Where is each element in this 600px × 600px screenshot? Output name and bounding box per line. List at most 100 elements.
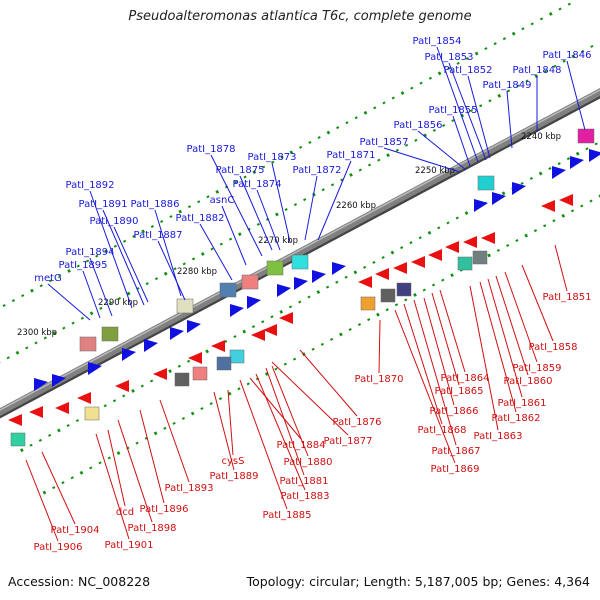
tick-mark — [70, 476, 74, 480]
tick-mark — [149, 379, 154, 383]
reverse-gene-label: PatI_1876 — [332, 417, 381, 428]
tick-mark — [280, 155, 284, 159]
forward-gene-box — [79, 336, 97, 352]
forward-gene-box — [477, 175, 495, 191]
tick-mark — [570, 209, 575, 213]
reverse-label-leader — [41, 451, 76, 525]
reverse-label-leader — [25, 459, 59, 542]
reverse-label-leader — [487, 278, 523, 398]
tick-mark — [299, 145, 303, 149]
tick-mark — [363, 265, 367, 269]
tick-mark — [168, 369, 172, 374]
tick-mark — [506, 244, 510, 247]
tick-mark — [349, 172, 353, 177]
tick-mark — [432, 128, 437, 132]
reverse-gene-label: PatI_1893 — [164, 483, 213, 494]
reverse-label-leader — [299, 349, 358, 417]
tick-mark — [515, 239, 519, 243]
reverse-gene-box — [472, 250, 488, 265]
forward-gene-label: PatI_1874 — [232, 179, 281, 190]
forward-gene-arrow — [34, 378, 48, 391]
tick-mark — [321, 188, 325, 192]
tick-mark — [274, 367, 278, 371]
reverse-gene-label: PatI_1860 — [503, 376, 552, 387]
tick-mark — [215, 189, 220, 194]
reverse-gene-label: PatI_1901 — [104, 540, 153, 551]
forward-gene-box — [577, 128, 595, 144]
tick-mark — [11, 299, 16, 303]
tick-mark — [209, 402, 213, 406]
tick-mark — [29, 443, 33, 447]
tick-mark — [330, 337, 334, 341]
tick-mark — [589, 199, 593, 203]
forward-gene-label: PatI_1855 — [428, 105, 477, 116]
reverse-gene-label: PatI_1881 — [279, 476, 328, 487]
reverse-gene-label: PatI_1865 — [434, 386, 483, 397]
forward-gene-arrow — [170, 327, 184, 340]
tick-mark — [543, 69, 548, 73]
reverse-label-leader — [107, 429, 126, 507]
tick-mark — [234, 180, 238, 184]
tick-mark — [345, 121, 349, 125]
reverse-gene-arrow — [55, 402, 69, 414]
reverse-gene-label: PatI_1863 — [473, 431, 522, 442]
reverse-gene-arrow — [77, 392, 91, 404]
forward-gene-arrow — [332, 262, 346, 275]
tick-mark — [52, 331, 57, 335]
tick-mark — [103, 404, 107, 408]
tick-mark — [288, 305, 293, 309]
tick-mark — [256, 222, 260, 226]
reverse-gene-arrow — [393, 262, 407, 274]
reverse-label-leader — [139, 409, 165, 504]
tick-mark — [186, 359, 191, 363]
tick-mark — [39, 284, 43, 288]
reverse-gene-label: PatI_1904 — [50, 525, 99, 536]
tick-mark — [89, 466, 93, 470]
reverse-gene-label: PatI_1883 — [280, 491, 329, 502]
forward-label-leader — [566, 60, 586, 131]
reverse-gene-arrow — [251, 329, 265, 341]
scale-label: 2240 kbp — [521, 132, 561, 142]
tick-mark — [150, 224, 155, 228]
forward-gene-label: PatI_1871 — [326, 150, 375, 161]
tick-mark — [112, 399, 117, 403]
reverse-gene-arrow — [375, 268, 389, 280]
tick-mark — [414, 138, 418, 142]
tick-mark — [344, 275, 348, 279]
forward-label-leader — [239, 175, 273, 251]
forward-gene-label: PatI_1875 — [215, 165, 264, 176]
forward-label-leader — [89, 190, 133, 309]
forward-label-leader — [256, 189, 281, 251]
tick-mark — [117, 296, 122, 300]
tick-mark — [48, 433, 52, 437]
forward-gene-arrow — [294, 277, 308, 290]
reverse-gene-arrow — [428, 249, 442, 261]
reverse-gene-box — [396, 282, 412, 297]
forward-gene-label: PatI_1892 — [65, 180, 114, 191]
reverse-gene-arrow — [541, 200, 555, 212]
tick-mark — [163, 426, 167, 430]
forward-label-leader — [304, 175, 318, 241]
backbone-highlight — [0, 89, 600, 411]
reverse-gene-label: PatI_1896 — [139, 504, 188, 515]
tick-mark — [447, 66, 451, 70]
tick-mark — [377, 158, 381, 162]
forward-label-leader — [417, 130, 467, 171]
forward-gene-arrow — [122, 348, 136, 361]
tick-mark — [464, 211, 469, 215]
tick-mark — [316, 290, 321, 295]
forward-gene-arrow — [247, 296, 261, 309]
tick-mark — [2, 304, 6, 308]
tick-mark — [456, 61, 460, 65]
tick-mark — [271, 160, 275, 164]
tick-mark — [275, 212, 279, 217]
reverse-gene-label: PatI_1885 — [262, 510, 311, 521]
reverse-label-leader — [423, 297, 455, 406]
tick-mark — [284, 208, 288, 211]
tick-mark — [336, 126, 340, 130]
tick-mark — [543, 224, 547, 228]
reverse-gene-label: PatI_1861 — [497, 398, 546, 409]
forward-gene-label: PatI_1887 — [133, 230, 182, 241]
tick-mark — [153, 431, 158, 436]
